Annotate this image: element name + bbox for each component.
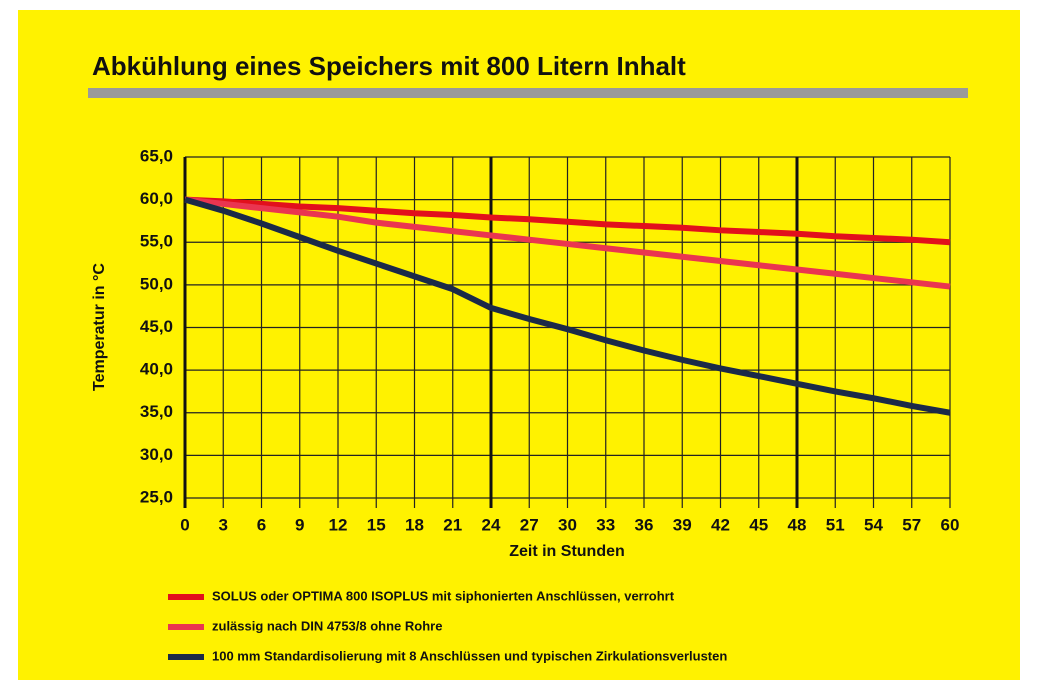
x-tick-label: 45 — [749, 515, 768, 534]
y-tick-label: 65,0 — [140, 146, 173, 165]
x-tick-label: 54 — [864, 515, 883, 534]
x-tick-label: 24 — [482, 515, 501, 534]
x-tick-label: 6 — [257, 515, 266, 534]
x-tick-label: 27 — [520, 515, 539, 534]
legend-label: 100 mm Standardisolierung mit 8 Anschlüs… — [212, 648, 727, 663]
x-tick-label: 15 — [367, 515, 386, 534]
x-tick-label: 33 — [596, 515, 615, 534]
x-tick-label: 30 — [558, 515, 577, 534]
y-tick-label: 45,0 — [140, 317, 173, 336]
chart-title: Abkühlung eines Speichers mit 800 Litern… — [92, 51, 686, 81]
x-tick-label: 60 — [941, 515, 960, 534]
series-line — [184, 196, 951, 416]
y-tick-label: 55,0 — [140, 232, 173, 251]
y-tick-label: 50,0 — [140, 274, 173, 293]
x-axis-label: Zeit in Stunden — [509, 543, 625, 560]
x-tick-label: 12 — [329, 515, 348, 534]
x-tick-label: 18 — [405, 515, 424, 534]
x-tick-label: 51 — [826, 515, 845, 534]
series-line — [184, 196, 951, 290]
x-tick-label: 39 — [673, 515, 692, 534]
x-tick-label: 3 — [219, 515, 228, 534]
x-tick-label: 0 — [180, 515, 189, 534]
background — [18, 10, 1020, 680]
y-axis-label: Temperatur in °C — [91, 263, 108, 391]
x-tick-label: 9 — [295, 515, 304, 534]
y-tick-label: 25,0 — [140, 487, 173, 506]
x-tick-label: 21 — [443, 515, 462, 534]
x-tick-label: 36 — [635, 515, 654, 534]
x-tick-label: 42 — [711, 515, 730, 534]
y-tick-label: 35,0 — [140, 402, 173, 421]
y-tick-label: 40,0 — [140, 360, 173, 379]
y-tick-label: 60,0 — [140, 189, 173, 208]
series-line — [184, 196, 951, 246]
y-tick-label: 30,0 — [140, 445, 173, 464]
title-rule — [88, 88, 968, 98]
legend-label: SOLUS oder OPTIMA 800 ISOPLUS mit siphon… — [212, 588, 675, 603]
legend-label: zulässig nach DIN 4753/8 ohne Rohre — [212, 618, 442, 633]
x-tick-label: 48 — [788, 515, 807, 534]
x-tick-label: 57 — [902, 515, 921, 534]
